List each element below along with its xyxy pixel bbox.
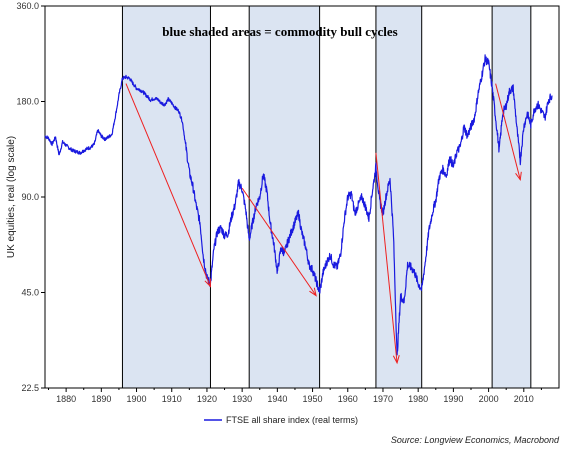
x-tick-label-1960: 1960: [338, 394, 358, 404]
y-axis-label: UK equities, real (log scale): [6, 136, 17, 258]
y-tick-label-22.5: 22.5: [21, 383, 39, 393]
x-tick-label-2000: 2000: [479, 394, 499, 404]
arrow-4: [495, 83, 521, 180]
arrow-head-3: [392, 355, 400, 365]
x-tick-label-1890: 1890: [91, 394, 111, 404]
y-tick-label-180.0: 180.0: [16, 97, 39, 107]
shaded-region-1: [122, 6, 211, 388]
x-tick-label-1880: 1880: [56, 394, 76, 404]
series-line-ftse: [44, 54, 553, 356]
legend: FTSE all share index (real terms): [204, 415, 358, 425]
source-note: Source: Longview Economics, Macrobond: [391, 435, 560, 445]
x-tick-label-1940: 1940: [267, 394, 287, 404]
x-tick-label-1950: 1950: [303, 394, 323, 404]
y-tick-label-90.0: 90.0: [21, 192, 39, 202]
shaded-region-4: [492, 6, 531, 388]
arrows: [125, 83, 522, 365]
x-tick-label-1970: 1970: [373, 394, 393, 404]
x-tick-label-1920: 1920: [197, 394, 217, 404]
chart-title: blue shaded areas = commodity bull cycle…: [162, 24, 397, 39]
x-ticks: 1880 1890 1900 1910 1920 1930 1940 1950 1960 1970…: [48, 388, 542, 404]
y-tick-label-45.0: 45.0: [21, 288, 39, 298]
arrow-head-2: [309, 287, 317, 297]
shaded-regions: [121, 6, 532, 388]
arrow-3: [375, 152, 398, 363]
x-tick-label-1990: 1990: [443, 394, 463, 404]
x-tick-label-1930: 1930: [232, 394, 252, 404]
y-tick-label-360.0: 360.0: [16, 1, 39, 11]
x-tick-label-1910: 1910: [162, 394, 182, 404]
arrow-1: [125, 83, 211, 287]
legend-label: FTSE all share index (real terms): [226, 415, 358, 425]
arrow-head-4: [515, 171, 522, 182]
x-tick-label-1900: 1900: [127, 394, 147, 404]
shaded-region-2: [249, 6, 320, 388]
arrow-head-1: [204, 278, 211, 288]
x-tick-label-1980: 1980: [408, 394, 428, 404]
y-ticks: 360.0 180.0 90.0 45.0 22.5: [16, 1, 45, 393]
arrow-2: [241, 187, 317, 296]
x-tick-label-2010: 2010: [514, 394, 534, 404]
